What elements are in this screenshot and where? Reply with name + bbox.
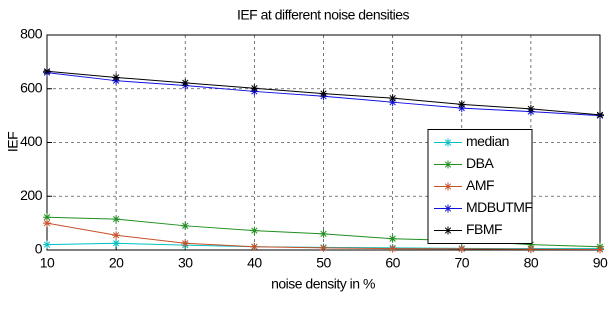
marker bbox=[250, 242, 259, 251]
legend-marker bbox=[444, 204, 452, 213]
x-tick-label: 90 bbox=[593, 255, 608, 271]
marker bbox=[388, 234, 397, 243]
marker bbox=[43, 213, 51, 222]
marker bbox=[181, 239, 190, 248]
marker bbox=[319, 243, 328, 252]
legend-label: median bbox=[466, 133, 509, 149]
marker bbox=[526, 104, 535, 113]
marker bbox=[526, 240, 535, 249]
legend-marker bbox=[444, 160, 452, 169]
legend-marker bbox=[444, 182, 452, 191]
y-tick-label: 600 bbox=[20, 79, 43, 95]
x-axis-label: noise density in % bbox=[271, 276, 375, 292]
marker bbox=[43, 67, 51, 76]
marker bbox=[457, 244, 466, 253]
marker bbox=[388, 244, 397, 253]
x-tick-label: 60 bbox=[385, 255, 400, 271]
marker bbox=[526, 245, 535, 254]
x-tick-label: 70 bbox=[454, 255, 469, 271]
y-tick-label: 400 bbox=[20, 133, 43, 149]
legend-label: MDBUTMF bbox=[466, 199, 533, 215]
y-tick-label: 800 bbox=[20, 26, 43, 42]
x-tick-label: 80 bbox=[524, 255, 539, 271]
marker bbox=[457, 100, 466, 109]
marker bbox=[319, 229, 328, 238]
marker bbox=[112, 231, 121, 240]
x-tick-label: 40 bbox=[247, 255, 262, 271]
marker bbox=[43, 240, 51, 249]
marker bbox=[388, 98, 397, 107]
legend-label: AMF bbox=[466, 177, 494, 193]
y-axis-label: IEF bbox=[5, 132, 21, 152]
legend-label: FBMF bbox=[466, 221, 502, 237]
legend-label: DBA bbox=[466, 155, 494, 171]
x-tick-label: 50 bbox=[316, 255, 331, 271]
marker bbox=[250, 226, 259, 235]
x-tick-label: 30 bbox=[178, 255, 193, 271]
marker bbox=[112, 215, 121, 224]
marker bbox=[388, 94, 397, 103]
y-tick-label: 0 bbox=[35, 241, 43, 257]
marker bbox=[250, 84, 259, 93]
x-tick-label: 10 bbox=[40, 255, 55, 271]
chart-title: IEF at different noise densities bbox=[237, 7, 410, 23]
marker bbox=[43, 219, 51, 228]
legend-marker bbox=[444, 138, 452, 147]
marker bbox=[112, 239, 121, 248]
marker bbox=[181, 221, 190, 230]
marker bbox=[181, 78, 190, 87]
legend-marker bbox=[444, 226, 452, 235]
legend-box bbox=[427, 129, 533, 244]
marker bbox=[319, 89, 328, 98]
marker bbox=[596, 245, 604, 254]
marker bbox=[112, 73, 121, 82]
marker bbox=[596, 110, 604, 119]
x-tick-label: 20 bbox=[109, 255, 124, 271]
y-tick-label: 200 bbox=[20, 187, 43, 203]
